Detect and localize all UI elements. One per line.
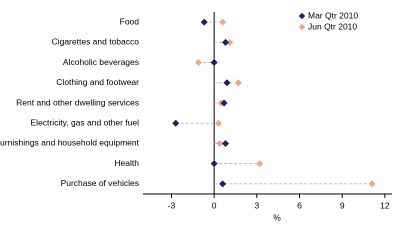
- x-tick-label: 3: [254, 200, 259, 210]
- x-tick-label: 0: [212, 200, 217, 210]
- dot: [200, 18, 208, 26]
- dot: [256, 160, 264, 168]
- y-tick-label: Health: [114, 158, 139, 168]
- dot: [194, 59, 202, 67]
- x-tick-label: 12: [380, 200, 390, 210]
- dot: [214, 119, 222, 127]
- dot: [368, 180, 376, 188]
- dot: [216, 139, 224, 147]
- dot: [219, 18, 227, 26]
- legend-marker: [298, 23, 306, 31]
- dot: [234, 79, 242, 87]
- y-tick-label: Food: [120, 16, 140, 26]
- y-tick-label: Purchase of vehicles: [61, 178, 139, 188]
- dot: [226, 38, 234, 46]
- dot: [172, 119, 180, 127]
- dot: [222, 139, 230, 147]
- dot: [210, 59, 218, 67]
- y-tick-label: Rent and other dwelling services: [16, 97, 139, 107]
- legend-label: Mar Qtr 2010: [308, 10, 358, 20]
- chart: % -3 0 3 6 9 12 Food Cigarettes and tobacco Alco…: [0, 10, 392, 222]
- y-tick-label: Clothing and footwear: [56, 77, 139, 87]
- x-tick-label: 6: [297, 200, 302, 210]
- y-tick-label: Cigarettes and tobacco: [52, 37, 140, 47]
- y-tick-label: Alcoholic beverages: [63, 57, 139, 67]
- x-axis-label: %: [273, 212, 281, 222]
- x-tick-label: -3: [168, 200, 176, 210]
- dot: [220, 99, 228, 107]
- legend-marker: [298, 12, 306, 20]
- dot: [222, 38, 230, 46]
- x-tick-label: 9: [340, 200, 345, 210]
- y-tick-label: Electricity, gas and other fuel: [30, 117, 139, 127]
- legend-label: Jun Qtr 2010: [308, 21, 357, 31]
- y-tick-label: Furnishings and household equipment: [0, 138, 140, 148]
- dot: [219, 180, 227, 188]
- dot: [210, 160, 218, 168]
- dot: [223, 79, 231, 87]
